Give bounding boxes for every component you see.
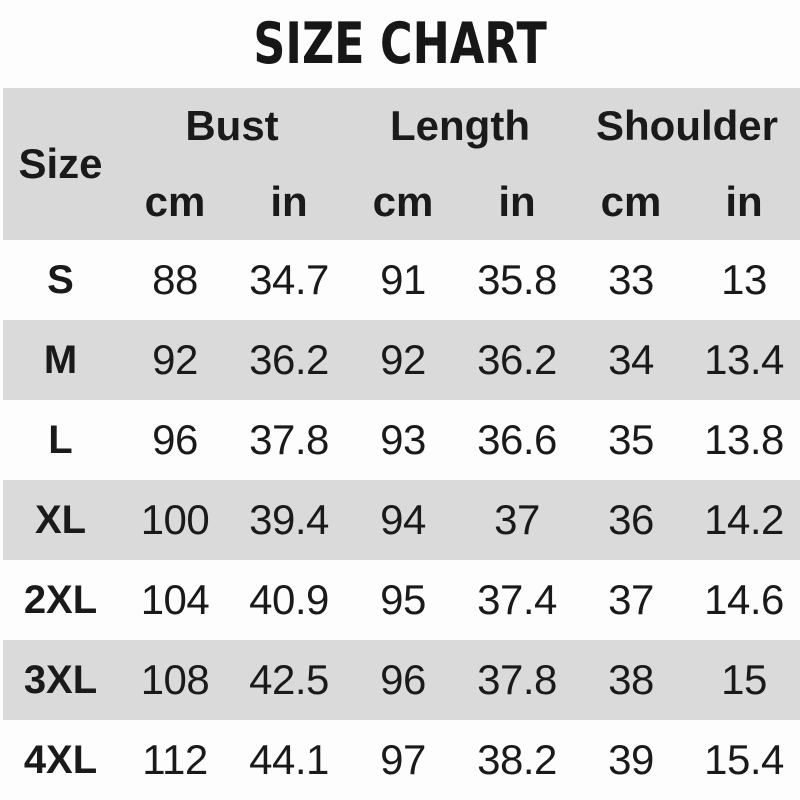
value-cell: 37.8: [249, 416, 329, 463]
header-group-row: Size Bust Length Shoulder: [3, 88, 800, 240]
value-cell: 37.8: [477, 656, 557, 703]
table-row: 2XL 104 40.9 95 37.4 37 14.6: [3, 560, 800, 640]
value-cell: 37: [608, 576, 654, 623]
value-cell: 13.8: [704, 416, 784, 463]
value-cell: 93: [380, 416, 426, 463]
size-cell: L: [48, 417, 73, 462]
unit-bust-in: in: [232, 164, 346, 240]
value-cell: 95: [380, 576, 426, 623]
header-length: Length: [346, 88, 574, 164]
value-cell: 15.4: [704, 736, 784, 783]
value-cell: 36.2: [249, 336, 329, 383]
size-cell: M: [43, 337, 78, 382]
size-cell: XL: [34, 497, 87, 542]
page-title: SIZE CHART: [0, 0, 800, 88]
value-cell: 13.4: [704, 336, 784, 383]
value-cell: 35.8: [477, 256, 557, 303]
value-cell: 36.6: [477, 416, 557, 463]
value-cell: 35: [608, 416, 654, 463]
value-cell: 37: [494, 496, 540, 543]
unit-length-in: in: [460, 164, 574, 240]
value-cell: 40.9: [249, 576, 329, 623]
size-chart-table: Size Bust Length Shoulder cm in cm in cm…: [3, 88, 800, 800]
header-size: Size: [3, 88, 118, 240]
header-shoulder: Shoulder: [574, 88, 800, 164]
value-cell: 104: [140, 576, 210, 623]
size-cell: 4XL: [23, 737, 98, 782]
value-cell: 112: [142, 736, 208, 783]
value-cell: 36: [608, 496, 654, 543]
size-cell: 3XL: [23, 657, 98, 702]
table-header: Size Bust Length Shoulder cm in cm in cm…: [3, 88, 800, 240]
table-body: S 88 34.7 91 35.8 33 13 M 92 36.2 92 36.…: [3, 240, 800, 800]
unit-bust-cm: cm: [118, 164, 232, 240]
table-row: L 96 37.8 93 36.6 35 13.8: [3, 400, 800, 480]
value-cell: 38.2: [477, 736, 557, 783]
value-cell: 34.7: [249, 256, 329, 303]
value-cell: 92: [152, 336, 198, 383]
header-unit-row: cm in cm in cm in: [3, 164, 800, 240]
value-cell: 39: [608, 736, 654, 783]
value-cell: 94: [380, 496, 426, 543]
table-row: M 92 36.2 92 36.2 34 13.4: [3, 320, 800, 400]
table-row: 4XL 112 44.1 97 38.2 39 15.4: [3, 720, 800, 800]
value-cell: 108: [140, 656, 210, 703]
value-cell: 88: [152, 256, 198, 303]
unit-shoulder-cm: cm: [574, 164, 688, 240]
size-cell: 2XL: [23, 577, 98, 622]
value-cell: 44.1: [249, 736, 329, 783]
table-row: XL 100 39.4 94 37 36 14.2: [3, 480, 800, 560]
value-cell: 36.2: [477, 336, 557, 383]
value-cell: 96: [380, 656, 426, 703]
table-row: 3XL 108 42.5 96 37.8 38 15: [3, 640, 800, 720]
value-cell: 37.4: [477, 576, 557, 623]
value-cell: 38: [608, 656, 654, 703]
value-cell: 100: [140, 496, 210, 543]
page-title-text: SIZE CHART: [253, 10, 547, 77]
value-cell: 13: [721, 256, 767, 303]
value-cell: 15: [721, 656, 767, 703]
value-cell: 39.4: [249, 496, 329, 543]
table-row: S 88 34.7 91 35.8 33 13: [3, 240, 800, 320]
value-cell: 14.2: [704, 496, 784, 543]
value-cell: 92: [380, 336, 426, 383]
unit-length-cm: cm: [346, 164, 460, 240]
value-cell: 33: [608, 256, 654, 303]
value-cell: 96: [152, 416, 198, 463]
header-bust: Bust: [118, 88, 346, 164]
value-cell: 42.5: [249, 656, 329, 703]
value-cell: 91: [380, 256, 426, 303]
size-cell: S: [47, 257, 74, 302]
value-cell: 97: [380, 736, 426, 783]
value-cell: 14.6: [704, 576, 784, 623]
unit-shoulder-in: in: [688, 164, 800, 240]
value-cell: 34: [608, 336, 654, 383]
